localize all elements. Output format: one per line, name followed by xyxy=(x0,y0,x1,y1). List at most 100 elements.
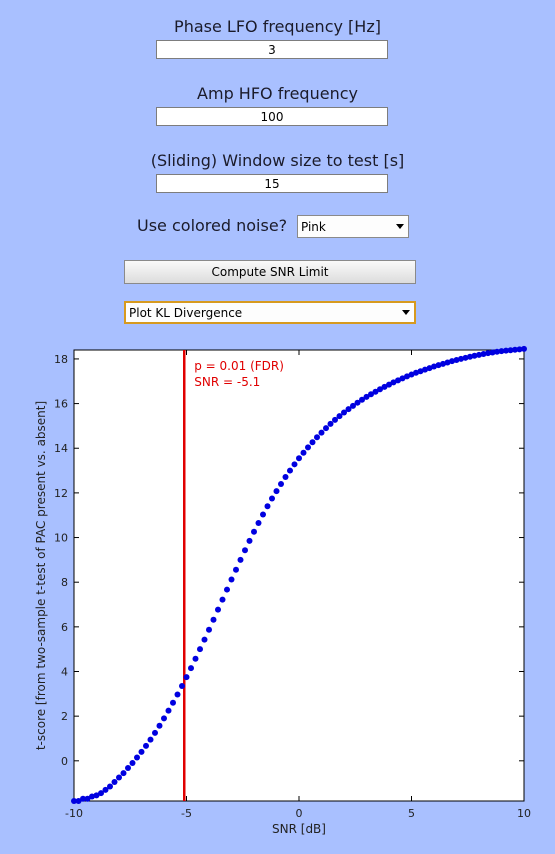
data-point xyxy=(192,655,199,662)
x-axis-label: SNR [dB] xyxy=(272,822,326,836)
data-point xyxy=(300,449,307,456)
data-point xyxy=(174,691,181,698)
data-point xyxy=(413,369,419,376)
x-tick-label: 0 xyxy=(296,807,303,820)
x-tick-label: -10 xyxy=(65,807,83,820)
x-tick-label: 10 xyxy=(517,807,531,820)
data-point xyxy=(156,722,163,729)
data-point xyxy=(269,495,275,502)
chevron-down-icon xyxy=(402,310,410,315)
data-point xyxy=(480,351,487,358)
data-point xyxy=(516,346,523,353)
data-point xyxy=(345,406,352,413)
data-point xyxy=(107,783,113,790)
data-point xyxy=(318,429,325,436)
y-tick-label: 6 xyxy=(61,621,68,634)
data-point xyxy=(210,616,217,623)
data-point xyxy=(89,793,95,800)
data-point xyxy=(359,396,365,403)
data-point xyxy=(314,434,320,441)
y-tick-label: 16 xyxy=(54,398,68,411)
data-point xyxy=(363,393,370,400)
plot-type-value: Plot KL Divergence xyxy=(129,305,243,320)
data-point xyxy=(75,798,82,804)
data-point xyxy=(296,455,302,462)
data-point xyxy=(462,354,469,361)
data-point xyxy=(521,345,527,352)
data-point xyxy=(489,349,496,356)
y-tick-label: 0 xyxy=(61,755,68,768)
data-point xyxy=(206,626,212,633)
data-point xyxy=(381,383,388,390)
colored-noise-label: Use colored noise? xyxy=(137,216,288,235)
data-point xyxy=(372,388,379,395)
plot-area xyxy=(73,349,525,802)
data-point xyxy=(323,425,329,432)
data-point xyxy=(71,798,77,804)
x-tick-label: 5 xyxy=(408,807,415,820)
data-point xyxy=(170,699,176,706)
data-point xyxy=(125,764,131,771)
y-tick-label: 18 xyxy=(54,353,68,366)
noise-type-value: Pink xyxy=(301,219,326,234)
data-point xyxy=(215,606,221,613)
data-point xyxy=(399,375,406,382)
data-point xyxy=(512,346,518,353)
data-point xyxy=(291,461,298,468)
data-point xyxy=(422,366,428,373)
data-point xyxy=(485,350,491,357)
data-point xyxy=(143,742,149,749)
data-point xyxy=(197,646,203,653)
data-point xyxy=(467,353,473,360)
data-point xyxy=(201,636,208,643)
data-point xyxy=(165,707,172,714)
data-point xyxy=(161,715,167,722)
data-point xyxy=(111,779,118,786)
data-point xyxy=(129,760,136,767)
data-point xyxy=(242,547,248,554)
data-point xyxy=(255,520,262,527)
amp-hfo-input[interactable] xyxy=(156,107,388,126)
data-point xyxy=(120,770,127,777)
data-point xyxy=(273,488,280,495)
data-point xyxy=(138,748,145,755)
data-point xyxy=(336,413,343,420)
data-point xyxy=(102,786,109,793)
data-point xyxy=(282,474,289,481)
data-point xyxy=(444,359,451,366)
data-point xyxy=(152,729,158,736)
x-tick-label: -5 xyxy=(181,807,192,820)
data-point xyxy=(368,391,374,398)
data-point xyxy=(251,528,257,535)
data-point xyxy=(278,480,284,487)
chevron-down-icon xyxy=(396,224,404,229)
data-point xyxy=(134,754,140,761)
phase-lfo-input[interactable] xyxy=(156,40,388,59)
data-point xyxy=(246,537,253,544)
data-point xyxy=(498,348,505,355)
data-point xyxy=(408,371,415,378)
data-point xyxy=(350,402,356,409)
data-point xyxy=(228,576,235,583)
data-point xyxy=(84,795,91,802)
plot-type-select[interactable]: Plot KL Divergence xyxy=(124,301,416,324)
data-point xyxy=(476,351,482,358)
data-point xyxy=(503,347,509,354)
data-point xyxy=(458,355,464,362)
data-point xyxy=(179,683,185,690)
data-point xyxy=(98,790,104,797)
y-tick-label: 14 xyxy=(54,442,68,455)
data-point xyxy=(237,556,244,563)
data-point xyxy=(287,467,293,474)
data-point xyxy=(188,665,194,672)
data-point xyxy=(147,736,154,743)
data-point xyxy=(224,586,230,593)
noise-type-select[interactable]: Pink xyxy=(297,215,409,238)
data-point xyxy=(354,399,361,406)
data-point xyxy=(440,360,446,367)
data-point xyxy=(417,368,424,375)
compute-snr-limit-button[interactable]: Compute SNR Limit xyxy=(124,260,416,284)
data-point xyxy=(431,363,437,370)
window-size-input[interactable] xyxy=(156,174,388,193)
data-point xyxy=(260,511,266,518)
